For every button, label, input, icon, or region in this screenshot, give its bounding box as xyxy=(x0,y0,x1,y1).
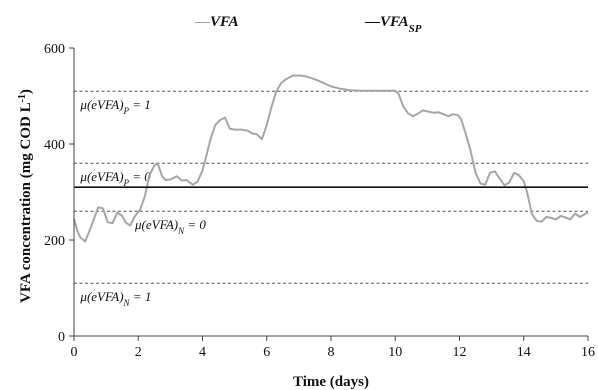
legend-entry: —VFASP xyxy=(364,14,422,35)
reference-label-sub: P xyxy=(123,178,130,188)
x-tick-label: 0 xyxy=(71,345,78,360)
x-tick-label: 8 xyxy=(328,345,335,360)
axes xyxy=(69,47,589,341)
reference-label-main: μ(eVFA) xyxy=(79,97,123,112)
y-tick-label: 0 xyxy=(58,330,65,345)
legend-entry: —VFA xyxy=(194,14,239,30)
legend-name: VFA xyxy=(380,14,409,30)
chart-legend: —VFA —VFASP xyxy=(194,14,422,35)
reference-label-main: μ(eVFA) xyxy=(79,289,123,304)
series-vfa-line xyxy=(73,74,589,243)
y-tick-label: 400 xyxy=(44,138,65,153)
reference-label: μ(eVFA)N = 0 xyxy=(134,217,206,236)
reference-label-sub: N xyxy=(177,226,185,236)
x-axis-title: Time (days) xyxy=(293,374,369,390)
legend-dash: — xyxy=(364,14,381,30)
reference-label-sub: N xyxy=(123,298,131,308)
series-layer xyxy=(73,74,589,243)
x-tick-label: 16 xyxy=(581,345,595,360)
legend-sub: SP xyxy=(409,23,422,35)
y-tick-label: 600 xyxy=(44,42,65,57)
legend-dash: — xyxy=(194,14,211,30)
x-tick-label: 2 xyxy=(135,345,142,360)
x-tick-label: 10 xyxy=(388,345,402,360)
x-tick-label: 12 xyxy=(453,345,467,360)
y-axis-title-sup: -1 xyxy=(17,94,28,102)
x-tick-label: 14 xyxy=(517,345,531,360)
y-axis-title: VFA concentration (mg COD L-1) xyxy=(17,89,35,303)
x-tick-label: 6 xyxy=(263,345,270,360)
y-tick-labels: 0 200 400 600 xyxy=(44,42,65,345)
reference-label-tail: = 1 xyxy=(129,97,151,112)
reference-labels: μ(eVFA)P = 1μ(eVFA)P = 0μ(eVFA)N = 0μ(eV… xyxy=(79,97,206,308)
reference-label: μ(eVFA)P = 1 xyxy=(79,97,150,116)
x-tick-labels: 0 2 4 6 8 10 12 14 16 xyxy=(71,345,596,360)
reference-label-tail: = 1 xyxy=(130,289,152,304)
y-tick-label: 200 xyxy=(44,234,65,249)
reference-label: μ(eVFA)N = 1 xyxy=(79,289,151,308)
reference-label: μ(eVFA)P = 0 xyxy=(79,169,151,188)
legend-name: VFA xyxy=(210,14,239,30)
y-axis-title-main: VFA concentration (mg COD L xyxy=(18,102,34,303)
x-tick-label: 4 xyxy=(199,345,206,360)
reference-label-tail: = 0 xyxy=(129,169,151,184)
reference-label-main: μ(eVFA) xyxy=(134,217,178,232)
y-axis-title-tail: ) xyxy=(18,89,34,94)
reference-label-sub: P xyxy=(123,106,130,116)
reference-label-main: μ(eVFA) xyxy=(79,169,123,184)
reference-label-tail: = 0 xyxy=(184,217,206,232)
